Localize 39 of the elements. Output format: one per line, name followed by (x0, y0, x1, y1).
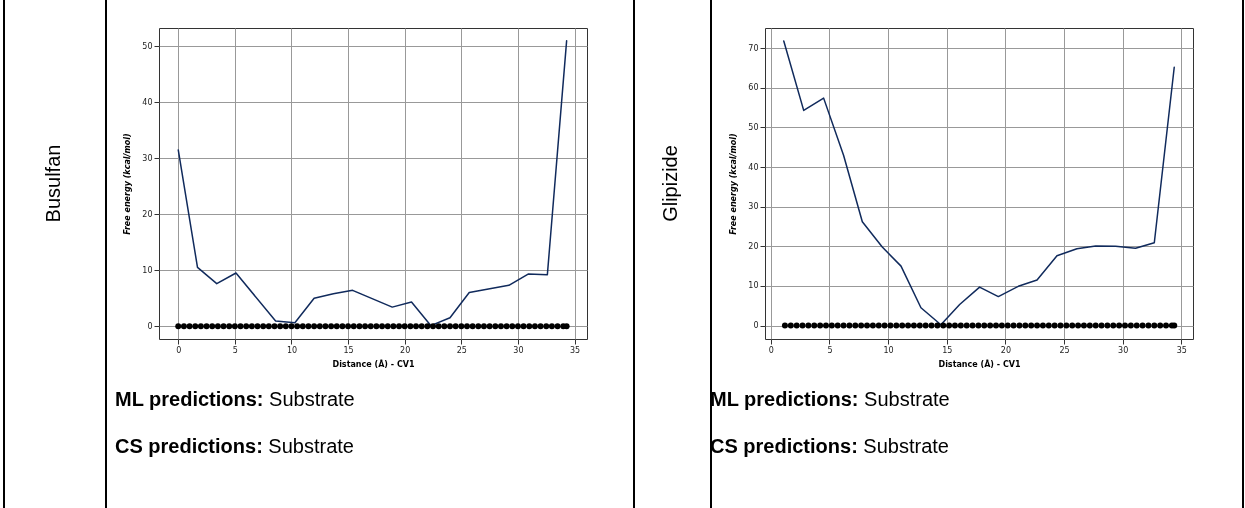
y-tick-label: 40 (748, 162, 759, 172)
y-tick-label: 30 (142, 153, 153, 163)
text: Busulfan (41, 144, 64, 223)
text: CS predictions: Substrate (710, 435, 949, 458)
x-tick-label: 15 (942, 345, 953, 355)
x-tick-label: 25 (456, 345, 467, 355)
x-tick-label: 35 (1176, 345, 1187, 355)
x-tick-label: 0 (768, 345, 774, 355)
y-tick-label: 20 (748, 241, 759, 251)
y-tick-label: 60 (748, 83, 759, 93)
y-tick-label: 50 (748, 122, 759, 132)
y-tick-label: 40 (142, 97, 153, 107)
text: ML predictions: Substrate (115, 388, 355, 411)
x-tick-label: 25 (1059, 345, 1070, 355)
x-tick-label: 20 (1000, 345, 1011, 355)
x-tick-label: 30 (1118, 345, 1129, 355)
x-tick-label: 35 (569, 345, 581, 355)
x-axis-title: Distance (Å) - CV1 (332, 358, 415, 369)
x-tick-label: 5 (827, 345, 833, 355)
y-tick-label: 0 (753, 321, 759, 331)
text: CS predictions: Substrate (115, 435, 354, 458)
text: Glipizide (658, 145, 681, 222)
y-axis-title: Free energy (kcal/mol) (729, 133, 739, 235)
y-tick-label: 10 (748, 281, 759, 291)
x-tick-label: 10 (286, 345, 298, 355)
x-axis-title: Distance (Å) - CV1 (938, 358, 1021, 369)
x-tick-label: 0 (176, 345, 182, 355)
y-tick-label: 0 (147, 321, 153, 331)
y-tick-label: 20 (142, 209, 153, 219)
y-tick-label: 30 (748, 202, 759, 212)
x-tick-label: 30 (513, 345, 524, 355)
x-tick-label: 15 (343, 345, 354, 355)
x-tick-label: 10 (883, 345, 894, 355)
y-tick-label: 50 (142, 41, 153, 51)
x-tick-label: 5 (232, 345, 238, 355)
y-tick-label: 10 (142, 265, 153, 275)
x-tick-label: 20 (400, 345, 411, 355)
y-tick-label: 70 (748, 43, 759, 53)
y-axis-title: Free energy (kcal/mol) (123, 133, 133, 235)
